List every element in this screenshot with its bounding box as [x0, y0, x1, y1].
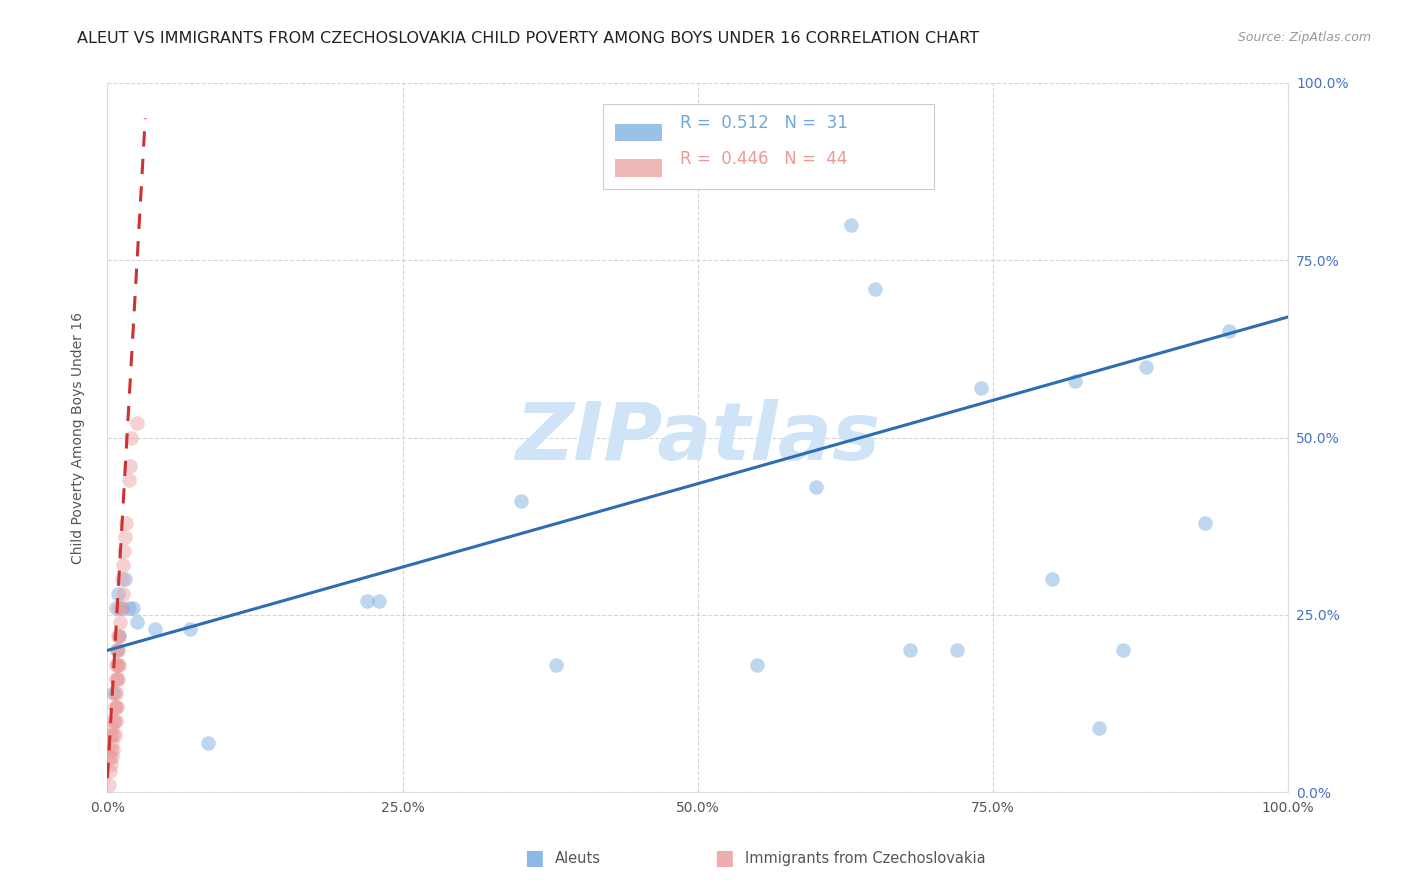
- Point: [946, 643, 969, 657]
- Point: [103, 714, 125, 729]
- Point: [101, 722, 124, 736]
- Point: [107, 672, 129, 686]
- Point: [98, 764, 121, 778]
- Point: [1040, 573, 1063, 587]
- Point: [839, 218, 862, 232]
- Point: [1111, 643, 1133, 657]
- Point: [101, 735, 124, 749]
- Point: [111, 558, 134, 573]
- Point: [122, 600, 145, 615]
- Point: [104, 700, 127, 714]
- Point: [1135, 359, 1157, 374]
- Y-axis label: Child Poverty Among Boys Under 16: Child Poverty Among Boys Under 16: [72, 311, 86, 564]
- Point: [103, 742, 125, 756]
- Point: [105, 672, 128, 686]
- Point: [1064, 374, 1087, 388]
- Point: [112, 544, 135, 558]
- Point: [111, 600, 134, 615]
- Point: [108, 629, 131, 643]
- Point: [111, 573, 134, 587]
- Point: [368, 593, 391, 607]
- Point: [111, 600, 134, 615]
- Point: [105, 700, 128, 714]
- Point: [100, 756, 122, 771]
- Point: [105, 657, 128, 672]
- Point: [104, 657, 127, 672]
- Point: [125, 615, 148, 629]
- Point: [105, 643, 128, 657]
- Point: [143, 622, 166, 636]
- Point: [104, 714, 127, 729]
- Point: [103, 729, 125, 743]
- Point: [103, 700, 125, 714]
- Point: [100, 742, 122, 756]
- FancyBboxPatch shape: [614, 124, 662, 142]
- Point: [107, 643, 129, 657]
- Point: [98, 749, 121, 764]
- Point: [863, 282, 886, 296]
- Point: [356, 593, 378, 607]
- Point: [115, 516, 138, 530]
- Point: [103, 686, 125, 700]
- Point: [1088, 722, 1111, 736]
- Point: [898, 643, 921, 657]
- Point: [120, 431, 142, 445]
- Point: [118, 473, 141, 487]
- Point: [108, 600, 131, 615]
- Point: [108, 629, 131, 643]
- Point: [108, 657, 131, 672]
- Point: [104, 686, 127, 700]
- FancyBboxPatch shape: [614, 159, 662, 177]
- Text: Source: ZipAtlas.com: Source: ZipAtlas.com: [1237, 31, 1371, 45]
- Point: [197, 735, 219, 749]
- Text: ■: ■: [714, 848, 734, 868]
- Point: [970, 381, 993, 395]
- Point: [107, 629, 129, 643]
- Point: [125, 417, 148, 431]
- Point: [110, 615, 132, 629]
- Point: [97, 778, 120, 792]
- Point: [111, 587, 134, 601]
- Text: ZIPatlas: ZIPatlas: [515, 399, 880, 476]
- Text: ■: ■: [524, 848, 544, 868]
- FancyBboxPatch shape: [603, 104, 934, 189]
- Point: [118, 458, 141, 473]
- Point: [103, 714, 125, 729]
- Text: Aleuts: Aleuts: [555, 851, 602, 865]
- Point: [103, 686, 125, 700]
- Point: [104, 672, 127, 686]
- Point: [100, 729, 122, 743]
- Point: [114, 530, 136, 544]
- Text: ALEUT VS IMMIGRANTS FROM CZECHOSLOVAKIA CHILD POVERTY AMONG BOYS UNDER 16 CORREL: ALEUT VS IMMIGRANTS FROM CZECHOSLOVAKIA …: [77, 31, 980, 46]
- Point: [1218, 324, 1240, 338]
- Point: [179, 622, 201, 636]
- Point: [804, 480, 827, 494]
- Point: [103, 729, 125, 743]
- Text: R =  0.512   N =  31: R = 0.512 N = 31: [681, 114, 848, 132]
- Text: R =  0.446   N =  44: R = 0.446 N = 44: [681, 150, 848, 168]
- Point: [509, 494, 531, 508]
- Point: [107, 587, 129, 601]
- Point: [114, 573, 136, 587]
- Point: [544, 657, 567, 672]
- Text: Immigrants from Czechoslovakia: Immigrants from Czechoslovakia: [745, 851, 986, 865]
- Point: [104, 600, 127, 615]
- Point: [745, 657, 768, 672]
- Point: [1194, 516, 1216, 530]
- Point: [105, 643, 128, 657]
- Point: [118, 600, 141, 615]
- Point: [107, 657, 129, 672]
- Point: [101, 749, 124, 764]
